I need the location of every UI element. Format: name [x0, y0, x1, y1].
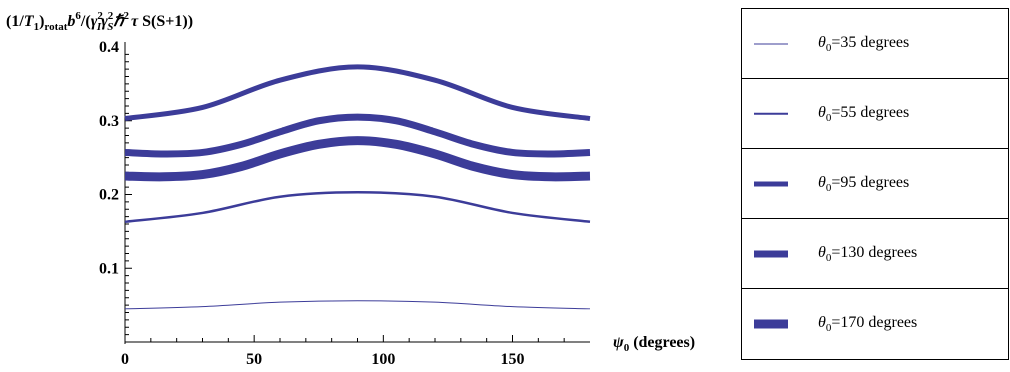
- x-axis-title: ψ0 (degrees): [613, 334, 695, 354]
- axes: 0 50 100 150 0.1 0.2 0.3 0.4: [99, 39, 590, 368]
- x-tick-label: 150: [501, 351, 525, 368]
- legend-swatch: [754, 319, 788, 329]
- legend-label: θ0=170 degrees: [818, 313, 918, 335]
- legend-item: θ0=35 degrees: [742, 9, 1008, 79]
- legend: θ0=35 degrees θ0=55 degrees θ0=95 degrees θ…: [741, 8, 1009, 360]
- y-tick-label: 0.3: [99, 113, 119, 130]
- legend-label: θ0=95 degrees: [818, 173, 910, 194]
- legend-label: θ0=130 degrees: [818, 243, 918, 264]
- legend-swatch: [754, 181, 788, 186]
- legend-swatch: [754, 112, 788, 115]
- series-line-1: [124, 300, 591, 310]
- y-tick-label: 0.1: [99, 260, 119, 277]
- series-layer: [124, 64, 591, 310]
- chart-plot: (1/T1)rotatb6/(γ2 Iγ2 Sℏ2 τ S(S+1)) ψ0 (deg…: [6, 10, 695, 368]
- legend-item: θ0=95 degrees: [742, 149, 1008, 219]
- legend-label: θ0=35 degrees: [818, 33, 910, 54]
- x-tick-label: 0: [121, 351, 129, 368]
- x-tick-label: 50: [246, 351, 262, 368]
- legend-swatch: [754, 250, 788, 257]
- y-axis-title: (1/T1)rotatb6/(γ2 Iγ2 Sℏ2 τ S(S+1)): [6, 10, 193, 33]
- legend-item: θ0=55 degrees: [742, 79, 1008, 149]
- legend-swatch: [754, 43, 788, 44]
- series-line-5: [124, 136, 591, 182]
- legend-item: θ0=170 degrees: [742, 289, 1008, 359]
- legend-item: θ0=130 degrees: [742, 219, 1008, 289]
- series-line-4: [124, 113, 591, 158]
- x-tick-label: 100: [371, 351, 395, 368]
- y-tick-label: 0.4: [99, 39, 119, 56]
- legend-label: θ0=55 degrees: [818, 103, 910, 124]
- series-line-3: [124, 64, 591, 122]
- series-line-2: [124, 191, 591, 224]
- y-tick-label: 0.2: [99, 187, 119, 204]
